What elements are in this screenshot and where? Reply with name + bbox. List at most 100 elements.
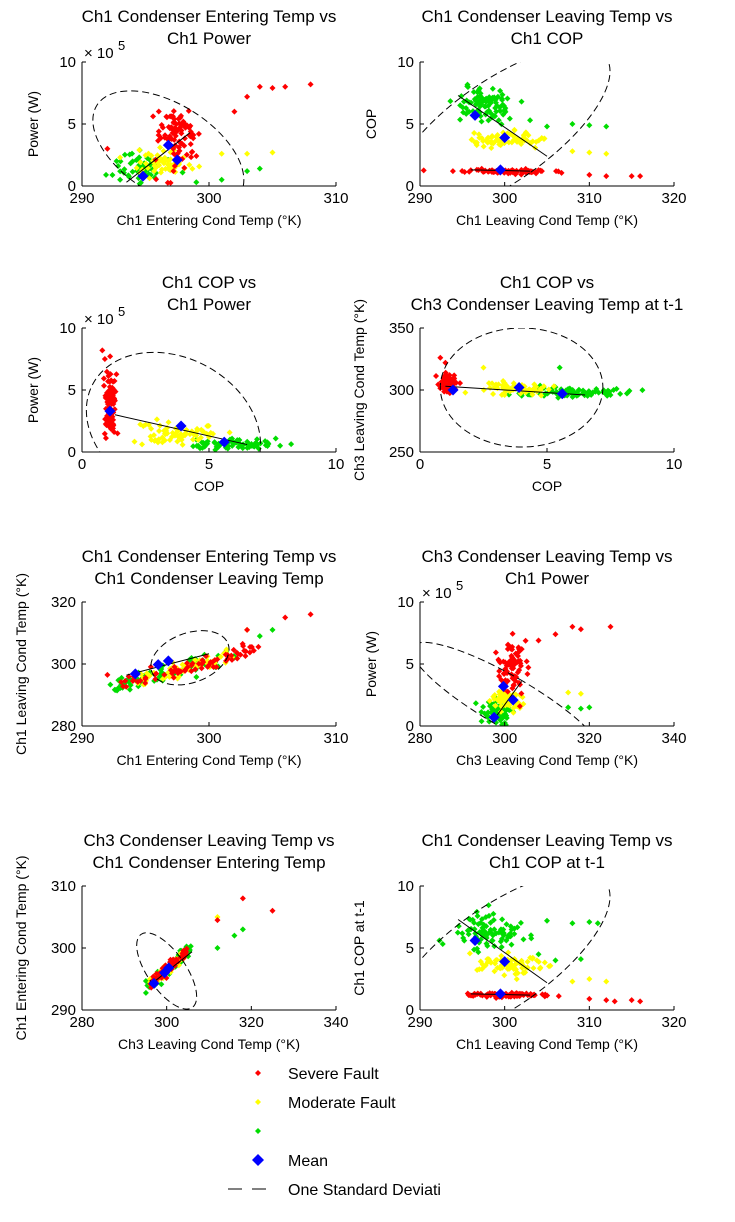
data-point: [174, 438, 181, 445]
data-point: [510, 691, 517, 698]
data-point: [492, 957, 499, 964]
data-point: [531, 385, 538, 392]
data-point: [464, 927, 471, 934]
data-point: [150, 113, 157, 120]
data-point: [489, 85, 496, 92]
data-point: [569, 978, 576, 985]
legend-marker-icon: [255, 1099, 261, 1105]
mean-marker: [507, 694, 519, 706]
data-point: [136, 146, 143, 153]
x-axis-label: COP: [532, 478, 562, 494]
data-point: [509, 675, 516, 682]
data-point: [468, 99, 475, 106]
data-point: [138, 671, 145, 678]
data-point: [133, 165, 140, 172]
data-point: [179, 140, 186, 147]
data-point: [505, 661, 512, 668]
y-tick-label: 0: [68, 178, 76, 195]
data-point: [510, 709, 517, 716]
data-point: [117, 158, 124, 165]
data-point: [443, 387, 450, 394]
std-dev-ellipse: [420, 641, 603, 726]
data-point: [507, 933, 514, 940]
x-tick-label: 310: [577, 190, 602, 207]
data-point: [126, 686, 133, 693]
data-point: [480, 703, 487, 710]
data-point: [190, 443, 197, 450]
data-point: [525, 664, 532, 671]
data-point: [586, 704, 593, 711]
data-point: [171, 116, 178, 123]
legend-item-2: Moderate Fault: [255, 1095, 396, 1112]
data-point: [129, 677, 136, 684]
data-point: [459, 930, 466, 937]
y-tick-label: 10: [59, 54, 76, 71]
data-point: [193, 179, 200, 186]
data-point: [461, 168, 468, 175]
data-point: [486, 697, 493, 704]
data-point: [486, 167, 493, 174]
legend-label: Severe Fault: [288, 1066, 379, 1083]
data-point: [101, 356, 108, 362]
data-point: [184, 664, 191, 671]
data-point: [482, 962, 489, 969]
data-point: [181, 949, 188, 956]
x-axis-label: Ch1 Leaving Cond Temp (°K): [456, 1036, 638, 1052]
data-point: [127, 160, 134, 167]
data-point: [155, 436, 162, 443]
data-point: [586, 149, 593, 156]
data-point: [117, 168, 124, 175]
data-point: [164, 179, 171, 186]
data-point: [496, 668, 503, 675]
data-point: [189, 148, 196, 155]
data-point: [540, 383, 547, 390]
std-dev-line: [457, 919, 548, 984]
data-point: [159, 439, 166, 446]
data-point: [115, 163, 122, 170]
data-point: [504, 95, 511, 102]
data-point: [527, 140, 534, 147]
legend-item-3: [255, 1128, 261, 1134]
data-point: [457, 102, 464, 109]
data-point: [113, 371, 120, 378]
exponent-power: 5: [456, 578, 463, 593]
x-tick-label: 5: [543, 456, 551, 473]
data-point: [214, 945, 221, 951]
legend-label: Mean: [288, 1153, 328, 1170]
data-point: [500, 714, 507, 721]
data-point: [193, 153, 200, 160]
x-axis-label: Ch1 Entering Cond Temp (°K): [116, 212, 301, 228]
y-tick-label: 300: [51, 940, 76, 957]
std-dev-ellipse: [150, 630, 230, 686]
data-point: [525, 132, 532, 139]
chart-title-line2: Ch1 Power: [505, 569, 589, 588]
data-point: [485, 117, 492, 124]
x-tick-label: 300: [154, 1014, 179, 1031]
x-tick-label: 290: [407, 1014, 432, 1031]
data-point: [156, 428, 163, 435]
data-point: [454, 929, 461, 936]
data-point: [520, 131, 527, 138]
data-point: [155, 132, 162, 139]
y-tick-label: 300: [51, 656, 76, 673]
data-point: [139, 441, 146, 448]
mean-marker: [469, 935, 481, 947]
data-point: [155, 137, 162, 144]
data-point: [471, 129, 478, 136]
data-point: [522, 969, 529, 976]
data-point: [517, 919, 524, 926]
chart-title-line1: Ch1 Condenser Leaving Temp vs: [421, 831, 672, 850]
data-point: [565, 386, 572, 393]
data-point: [497, 708, 504, 715]
data-point: [171, 163, 178, 170]
y-tick-label: 5: [406, 940, 414, 957]
data-point: [503, 714, 510, 721]
y-tick-label: 5: [406, 116, 414, 133]
data-point: [558, 169, 565, 176]
data-point: [142, 160, 149, 167]
data-point: [108, 377, 115, 384]
data-point: [470, 88, 477, 95]
data-point: [148, 436, 155, 443]
data-point: [496, 688, 503, 695]
mean-marker: [152, 659, 164, 671]
